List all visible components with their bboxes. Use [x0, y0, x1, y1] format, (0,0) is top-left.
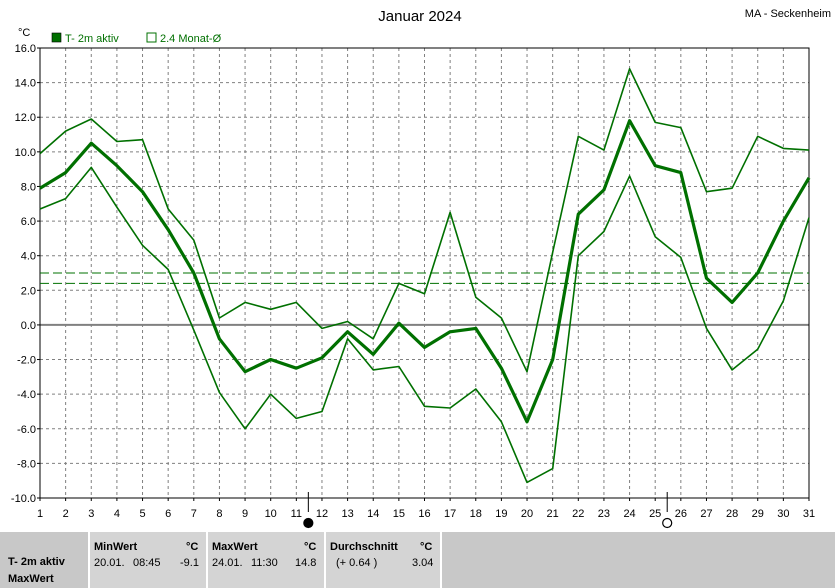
x-tick-label: 30	[777, 508, 789, 520]
x-tick-label: 15	[393, 508, 405, 520]
legend-label-monthly-avg: 2.4 Monat-Ø	[160, 33, 222, 45]
x-tick-label: 23	[598, 508, 610, 520]
min-unit: °C	[186, 541, 199, 553]
x-tick-label: 25	[649, 508, 661, 520]
max-unit: °C	[304, 541, 317, 553]
x-tick-label: 18	[470, 508, 482, 520]
new-moon-icon	[303, 517, 314, 529]
min-time: 08:45	[133, 557, 161, 569]
max-value: 14.8	[295, 557, 317, 569]
y-tick-labels: 16.0 14.0 12.0 10.0 8.0 6.0 4.0 2.0 0.0 -2.0 -4.0 -…	[11, 43, 40, 505]
max-date: 24.01.	[212, 557, 243, 569]
y-tick-label: 14.0	[15, 78, 36, 90]
max-header: MaxWert	[212, 541, 258, 553]
x-tick-label: 3	[88, 508, 94, 520]
y-tick-label: 10.0	[15, 147, 36, 159]
x-tick-label: 9	[242, 508, 248, 520]
avg-value: 3.04	[412, 557, 434, 569]
stats-separator	[88, 532, 90, 588]
min-header: MinWert	[94, 541, 138, 553]
y-tick-label: 12.0	[15, 112, 36, 124]
stats-avg-panel	[326, 532, 440, 588]
x-tick-label: 31	[803, 508, 815, 520]
full-moon-icon	[662, 517, 673, 529]
temperature-chart: Januar 2024 MA - Seckenheim °C T- 2m akt…	[11, 8, 831, 529]
series-line-mean	[39, 119, 811, 424]
x-tick-label: 22	[572, 508, 584, 520]
x-tick-label: 24	[623, 508, 635, 520]
legend: T- 2m aktiv 2.4 Monat-Ø	[51, 32, 222, 45]
avg-diff: (+ 0.64 )	[336, 557, 378, 569]
series-lines	[39, 68, 811, 484]
y-tick-label: -2.0	[17, 355, 36, 367]
stats-row-label-2: MaxWert	[8, 573, 54, 585]
x-tick-label: 7	[191, 508, 197, 520]
legend-swatch-mean	[51, 32, 62, 43]
stats-separator	[206, 532, 208, 588]
x-tick-label: 2	[63, 508, 69, 520]
max-time: 11:30	[251, 557, 278, 569]
y-tick-label: 8.0	[21, 181, 36, 193]
x-tick-label: 10	[265, 508, 277, 520]
x-tick-label: 29	[752, 508, 764, 520]
stats-panel: T- 2m aktiv MaxWert MinWert °C 20.01. 08…	[0, 532, 835, 588]
x-tick-labels: 1 2 3 4 5 6 7 8 9 10 11 12 13 14 15 16 17 18 19 20 21 22 23 24 2…	[37, 498, 815, 520]
x-tick-label: 27	[700, 508, 712, 520]
x-tick-label: 5	[139, 508, 145, 520]
y-tick-label: 2.0	[21, 285, 36, 297]
moon-phases	[303, 492, 673, 529]
x-tick-label: 6	[165, 508, 171, 520]
x-tick-label: 13	[341, 508, 353, 520]
y-tick-label: -8.0	[17, 458, 36, 470]
series-line-max	[39, 68, 810, 373]
min-value: -9.1	[180, 557, 199, 569]
x-tick-label: 26	[675, 508, 687, 520]
y-tick-label: 16.0	[15, 43, 36, 55]
chart-title: Januar 2024	[378, 8, 461, 25]
x-tick-label: 14	[367, 508, 379, 520]
x-tick-label: 8	[216, 508, 222, 520]
stats-row-label: T- 2m aktiv	[8, 556, 65, 568]
x-tick-label: 16	[418, 508, 430, 520]
y-tick-label: 6.0	[21, 216, 36, 228]
stats-separator	[324, 532, 326, 588]
legend-swatch-monthly-avg	[146, 32, 157, 43]
x-tick-label: 21	[547, 508, 559, 520]
stats-label-panel	[0, 532, 88, 588]
x-tick-label: 19	[495, 508, 507, 520]
avg-header: Durchschnitt	[330, 541, 398, 553]
x-tick-label: 4	[114, 508, 120, 520]
avg-unit: °C	[420, 541, 433, 553]
station-label: MA - Seckenheim	[745, 8, 831, 20]
y-tick-label: 0.0	[21, 320, 36, 332]
x-tick-label: 17	[444, 508, 456, 520]
x-tick-label: 28	[726, 508, 738, 520]
x-tick-label: 20	[521, 508, 533, 520]
x-tick-label: 1	[37, 508, 43, 520]
stats-separator	[440, 532, 442, 588]
x-tick-label: 11	[291, 508, 302, 520]
y-axis-unit: °C	[18, 27, 30, 39]
y-tick-label: -4.0	[17, 389, 36, 401]
min-date: 20.01.	[94, 557, 125, 569]
stats-max-panel	[208, 532, 324, 588]
reference-lines	[40, 272, 809, 284]
stats-min-panel	[90, 532, 206, 588]
series-line-min	[39, 166, 810, 484]
y-tick-label: -10.0	[11, 493, 36, 505]
legend-label-mean: T- 2m aktiv	[65, 33, 119, 45]
x-tick-label: 12	[316, 508, 328, 520]
y-tick-label: -6.0	[17, 424, 36, 436]
y-tick-label: 4.0	[21, 251, 36, 263]
